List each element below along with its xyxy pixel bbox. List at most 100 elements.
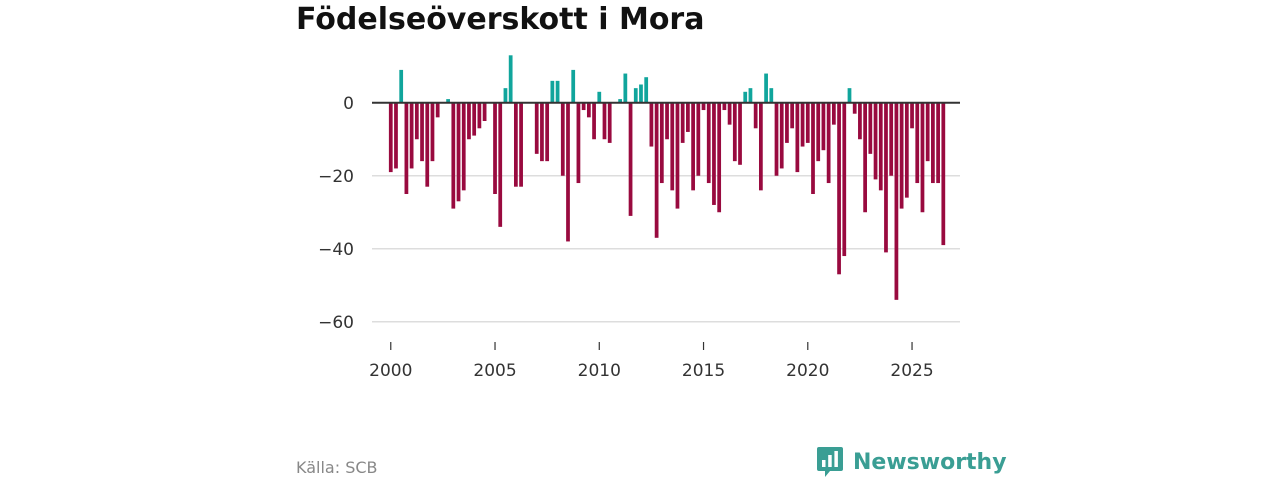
- bar-2021K1: [826, 102, 831, 184]
- bar-2026K1: [931, 102, 935, 184]
- bar-2018K4: [779, 102, 784, 169]
- bar-2009K4: [592, 102, 596, 140]
- bar-2018K2: [769, 88, 774, 103]
- bar-2024K3: [899, 102, 904, 209]
- bar-2002K4: [446, 99, 450, 103]
- bar-undefined: [941, 102, 946, 246]
- bar-2001K4: [425, 102, 430, 187]
- bar-2017K3: [753, 102, 758, 129]
- y-tick-label: −60: [318, 313, 354, 333]
- bar-2007K2: [540, 102, 544, 162]
- bar-2008K2: [560, 102, 565, 176]
- bar-2026K2: [936, 102, 940, 184]
- bar-2019K1: [785, 102, 789, 143]
- bar-2015K4: [717, 102, 722, 213]
- bar-2017K4: [758, 102, 763, 191]
- x-tick-label: 2020: [786, 361, 829, 381]
- bar-2007K1: [534, 102, 539, 154]
- bar-2014K3: [691, 102, 695, 191]
- bar-2013K1: [659, 102, 664, 184]
- bar-2007K4: [550, 80, 555, 103]
- bar-2006K2: [519, 102, 523, 187]
- bar-2020K3: [816, 102, 821, 162]
- bar-2011K2: [623, 73, 628, 103]
- source-note: Källa: SCB: [296, 458, 378, 477]
- bar-2012K4: [654, 102, 659, 238]
- bar-2013K4: [675, 102, 680, 209]
- bar-2008K4: [571, 69, 576, 103]
- bar-2023K1: [868, 102, 873, 154]
- x-tick-label: 2015: [682, 361, 725, 381]
- bar-2016K2: [727, 102, 732, 125]
- bar-2014K4: [696, 102, 701, 176]
- bar-2022K3: [858, 102, 862, 140]
- bar-2021K3: [837, 102, 841, 275]
- bar-2022K1: [847, 88, 852, 103]
- bar-2025K3: [920, 102, 925, 213]
- bar-2023K2: [873, 102, 878, 180]
- x-tick-label: 2010: [578, 361, 621, 381]
- bar-2012K3: [649, 102, 654, 147]
- bar-2024K4: [904, 102, 909, 198]
- bar-2015K3: [712, 102, 716, 205]
- bar-2007K3: [545, 102, 550, 162]
- bar-2008K3: [566, 102, 570, 242]
- bar-2024K1: [889, 102, 894, 176]
- bar-2000K4: [404, 102, 409, 194]
- bar-2008K1: [555, 80, 560, 103]
- bar-2013K2: [665, 102, 669, 140]
- bar-2009K3: [586, 102, 591, 118]
- bar-2019K2: [790, 102, 795, 129]
- bar-2020K2: [811, 102, 815, 194]
- bar-2023K3: [878, 102, 883, 191]
- bar-2000K2: [394, 102, 398, 169]
- bar-2013K3: [670, 102, 675, 191]
- bar-2005K4: [508, 55, 513, 103]
- bars: [388, 55, 946, 300]
- bar-2012K1: [639, 84, 643, 103]
- bar-2016K3: [732, 102, 737, 162]
- bar-2017K1: [743, 91, 748, 103]
- bar-2018K3: [774, 102, 779, 176]
- bar-2021K2: [831, 102, 836, 125]
- bar-2011K1: [618, 99, 623, 103]
- bar-2004K2: [477, 102, 482, 129]
- chart-title: Födelseöverskott i Mora: [296, 2, 705, 37]
- bar-2002K1: [430, 102, 435, 162]
- bar-2016K1: [722, 102, 727, 111]
- bar-2005K3: [503, 88, 508, 103]
- bar-2019K4: [800, 102, 805, 147]
- bar-2010K2: [602, 102, 607, 140]
- bar-chart: 0 −20 −40 −60 2000 2005 2010 2015 2020 2025: [318, 55, 960, 381]
- bar-2019K3: [795, 102, 800, 173]
- bar-2005K1: [493, 102, 497, 194]
- bar-2010K1: [597, 91, 602, 103]
- bar-2014K1: [680, 102, 685, 143]
- bar-2025K2: [915, 102, 920, 184]
- y-tick-label: 0: [343, 94, 354, 114]
- bar-2015K1: [701, 102, 706, 111]
- bar-2004K1: [472, 102, 477, 136]
- bar-2018K1: [764, 73, 768, 103]
- bar-2003K3: [461, 102, 466, 191]
- x-tick-label: 2005: [473, 361, 516, 381]
- bar-2022K2: [852, 102, 857, 114]
- bar-2022K4: [863, 102, 868, 213]
- bar-2012K2: [644, 77, 649, 103]
- bar-2004K3: [482, 102, 487, 121]
- bar-2023K4: [884, 102, 888, 253]
- bar-2001K3: [420, 102, 424, 162]
- bar-2020K4: [821, 102, 826, 151]
- bar-2010K3: [607, 102, 612, 143]
- bar-2001K2: [414, 102, 419, 140]
- bar-2025K4: [925, 102, 930, 162]
- bar-2025K1: [910, 102, 914, 129]
- bar-2003K4: [467, 102, 471, 140]
- bar-2006K1: [513, 102, 518, 187]
- gridlines: [372, 175, 960, 323]
- y-tick-label: −40: [318, 240, 354, 260]
- bar-2021K4: [842, 102, 847, 257]
- bar-2003K1: [451, 102, 456, 209]
- bar-2009K2: [581, 102, 586, 111]
- brand[interactable]: Newsworthy: [816, 446, 1007, 478]
